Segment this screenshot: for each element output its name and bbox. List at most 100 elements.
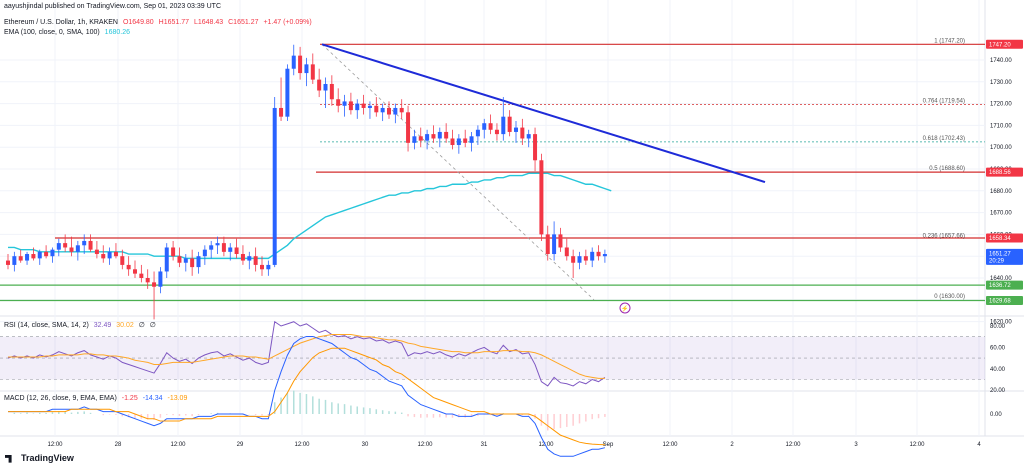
candle-body: [596, 251, 601, 257]
rsi-label[interactable]: RSI (14, close, SMA, 14, 2): [4, 322, 89, 329]
candle-body: [107, 251, 112, 259]
candle-body: [602, 254, 607, 257]
candle-body: [183, 258, 188, 263]
candle-body: [234, 247, 239, 255]
price-tag-label: 1747.20: [989, 42, 1011, 48]
candle-body: [221, 243, 226, 252]
y-tick-label: 1620.00: [990, 320, 1012, 326]
candle-body: [463, 138, 468, 143]
ohlc-low: L1648.43: [193, 19, 224, 26]
candle-body: [25, 254, 30, 261]
candle-body: [336, 99, 341, 106]
candle-body: [164, 247, 169, 272]
candle-body: [272, 107, 277, 265]
price-tag: [986, 39, 1023, 49]
fib-level-label: 0 (1630.00): [934, 294, 965, 300]
lightning-glyph: ⚡: [621, 305, 628, 313]
y-tick-label: 1700.00: [990, 145, 1012, 151]
price-tag: [986, 295, 1023, 305]
candle-body: [50, 249, 55, 257]
macd-label[interactable]: MACD (12, 26, close, 9, EMA, EMA): [4, 395, 117, 402]
fib-level-label: 0.236 (1657.66): [923, 234, 965, 240]
candle-body: [202, 249, 207, 257]
candle-body: [215, 243, 220, 246]
rsi-tick-label: 60.00: [990, 345, 1006, 351]
x-tick-label: 12:00: [909, 442, 925, 448]
ema-value: 1680.26: [104, 29, 130, 36]
candle-body: [406, 112, 411, 143]
candle-body: [291, 55, 296, 69]
x-tick-label: 31: [481, 442, 488, 448]
candle-body: [44, 251, 49, 257]
symbol-title[interactable]: Ethereum / U.S. Dollar, 1h, KRAKEN: [4, 19, 118, 26]
ohlc-open: O1649.80: [122, 19, 154, 26]
candle-body: [266, 264, 271, 270]
ema-100-line: [8, 172, 612, 260]
rsi-tick-label: 20.00: [990, 388, 1006, 394]
ema-legend: EMA (100, close, 0, SMA, 100) 1680.26: [4, 29, 133, 36]
candle-body: [94, 249, 99, 255]
price-tag-label: 1636.72: [989, 283, 1011, 289]
candle-body: [18, 256, 23, 261]
candle-body: [526, 134, 531, 139]
x-tick-label: 30: [362, 442, 369, 448]
candle-body: [437, 131, 442, 139]
candle-body: [152, 282, 157, 287]
rsi-legend: RSI (14, close, SMA, 14, 2) 32.49 30.02 …: [4, 321, 159, 329]
candle-body: [190, 258, 195, 268]
ohlc-change: +1.47 (+0.09%): [263, 19, 312, 26]
candle-body: [253, 256, 258, 265]
tradingview-brand: TradingView: [21, 453, 74, 463]
x-tick-label: 12:00: [294, 442, 310, 448]
candle-body: [577, 256, 582, 263]
candle-body: [120, 256, 125, 265]
rsi-signal-line: [8, 334, 605, 379]
fib-level-label: 0.764 (1719.54): [923, 99, 965, 105]
price-tag-label: 1658.34: [989, 236, 1011, 242]
candle-body: [56, 243, 61, 250]
candle-body: [329, 83, 334, 100]
x-tick-label: 12:00: [785, 442, 801, 448]
candle-body: [247, 256, 252, 261]
candle-body: [450, 138, 455, 146]
candle-body: [558, 234, 563, 248]
candle-body: [425, 134, 430, 141]
macd-hist-value: -1.25: [121, 395, 138, 402]
ema-label[interactable]: EMA (100, close, 0, SMA, 100): [4, 29, 100, 36]
candle-body: [298, 55, 303, 74]
candle-body: [304, 64, 309, 74]
candle-body: [310, 64, 315, 80]
candle-body: [412, 136, 417, 143]
x-tick-label: 12:00: [47, 442, 63, 448]
candle-body: [113, 251, 118, 257]
candle-body: [361, 103, 366, 108]
candle-body: [323, 83, 328, 91]
candle-body: [475, 129, 480, 137]
candle-body: [444, 131, 449, 139]
candle-body: [482, 123, 487, 130]
candle-body: [501, 116, 506, 135]
rsi-tick-label: 40.00: [990, 367, 1006, 373]
candle-body: [380, 107, 385, 113]
y-tick-label: 1670.00: [990, 211, 1012, 217]
tradingview-logo[interactable]: TradingView: [5, 453, 74, 463]
fib-level-label: 1 (1747.20): [934, 38, 965, 44]
candle-body: [469, 136, 474, 143]
candle-body: [431, 134, 436, 139]
rsi-signal-value: 30.02: [116, 322, 134, 329]
candle-body: [317, 79, 322, 91]
macd-line-value: -14.34: [142, 395, 163, 402]
candle-body: [37, 251, 42, 259]
candle-body: [285, 68, 290, 117]
candle-body: [348, 101, 353, 111]
candle-body: [101, 254, 106, 259]
price-tag-label: 1651.27: [989, 251, 1011, 257]
candle-body: [171, 247, 176, 257]
candle-body: [507, 116, 512, 132]
price-tag-sublabel: 20:29: [989, 258, 1005, 264]
x-tick-label: 12:00: [417, 442, 433, 448]
publisher-info: aayushjindal published on TradingView.co…: [4, 3, 222, 10]
candle-body: [88, 240, 93, 250]
candle-body: [228, 247, 233, 252]
y-tick-label: 1640.00: [990, 276, 1012, 282]
